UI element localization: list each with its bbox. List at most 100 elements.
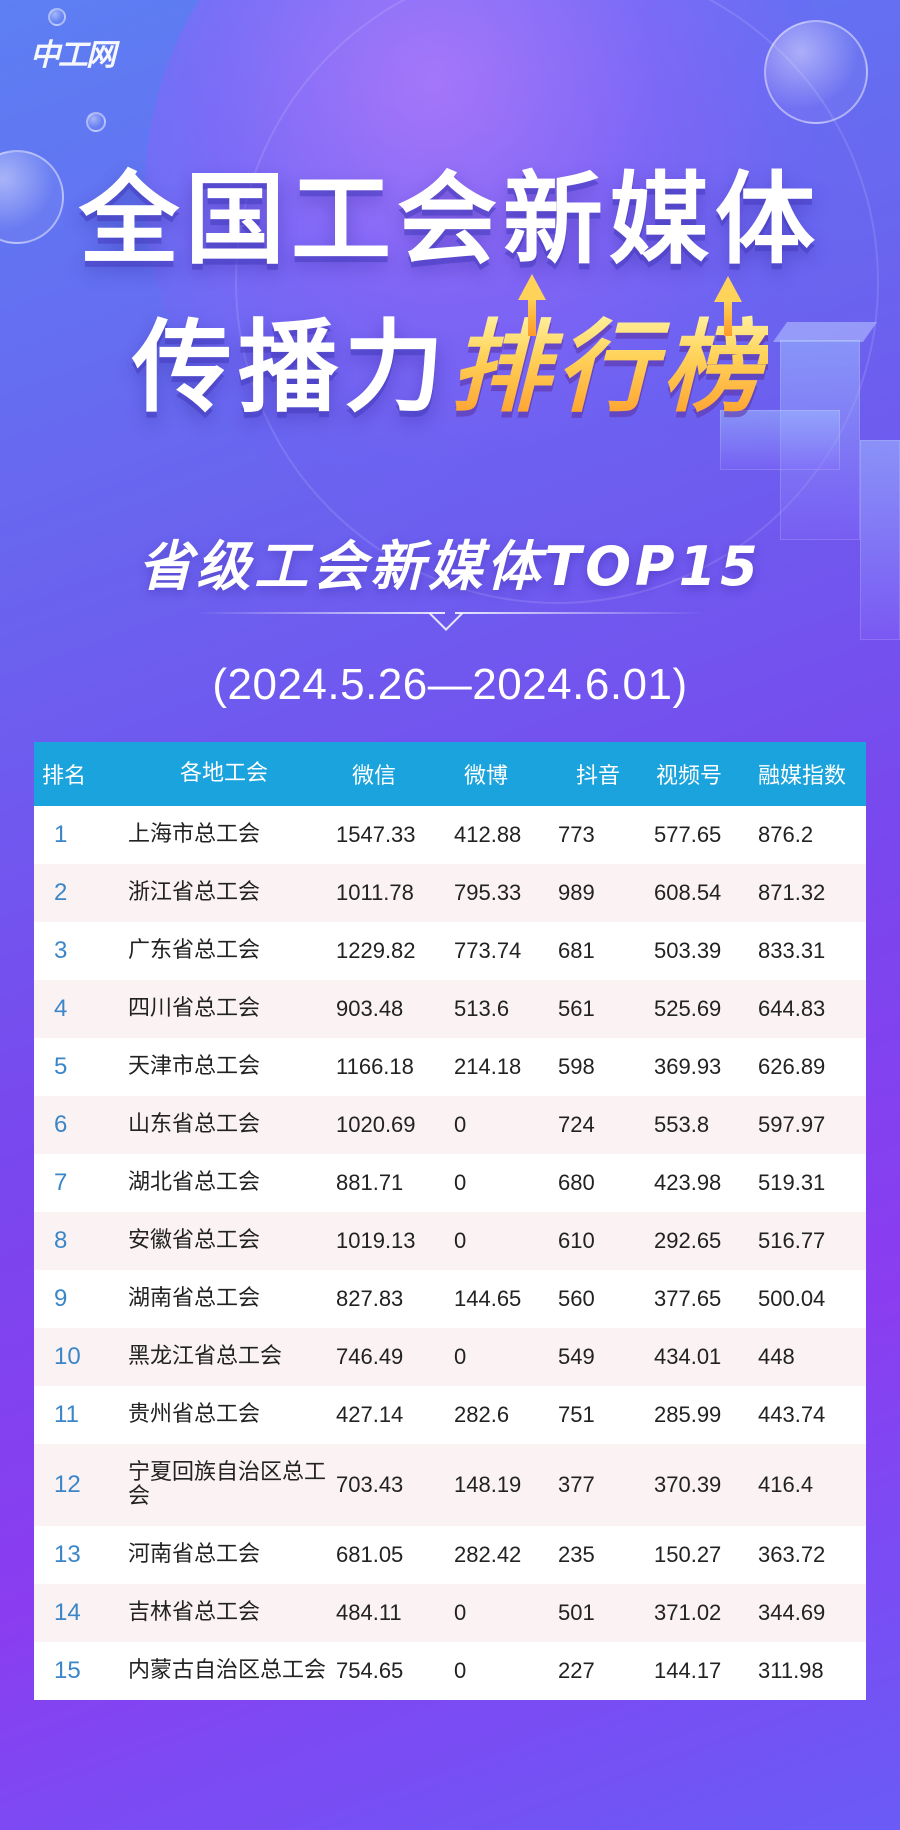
weixin-cell: 484.11 bbox=[336, 1600, 402, 1625]
table-row: 2 浙江省总工会 1011.78 795.33 989 608.54 871.32 bbox=[34, 864, 866, 922]
weibo-cell: 282.6 bbox=[454, 1402, 510, 1427]
weibo-cell: 412.88 bbox=[454, 822, 522, 847]
douyin-cell: 610 bbox=[558, 1228, 595, 1253]
weixin-cell: 1166.18 bbox=[336, 1054, 414, 1079]
index-cell: 363.72 bbox=[758, 1542, 826, 1567]
index-cell: 626.89 bbox=[758, 1054, 826, 1079]
shipinhao-cell: 292.65 bbox=[654, 1228, 722, 1253]
table-row: 15 内蒙古自治区总工会 754.65 0 227 144.17 311.98 bbox=[34, 1642, 866, 1700]
weibo-cell: 0 bbox=[454, 1112, 467, 1137]
weixin-cell: 1019.13 bbox=[336, 1228, 416, 1253]
douyin-cell: 681 bbox=[558, 938, 595, 963]
main-title-highlight: 排行榜 bbox=[450, 309, 768, 426]
weixin-cell: 881.71 bbox=[336, 1170, 404, 1195]
shipinhao-cell: 377.65 bbox=[654, 1286, 722, 1311]
table-body: 1 上海市总工会 1547.33 412.88 773 577.65 876.2 2 浙江省总工… bbox=[34, 806, 866, 1700]
rank-cell: 14 bbox=[54, 1599, 81, 1626]
index-cell: 500.04 bbox=[758, 1286, 826, 1311]
douyin-cell: 501 bbox=[558, 1600, 595, 1625]
douyin-cell: 561 bbox=[558, 996, 595, 1021]
table-row: 12 宁夏回族自治区总工会 703.43 148.19 377 370.39 416.4 bbox=[34, 1444, 866, 1526]
weibo-cell: 0 bbox=[454, 1170, 467, 1195]
index-cell: 833.31 bbox=[758, 938, 826, 963]
union-name-cell: 河南省总工会 bbox=[128, 1542, 261, 1567]
weixin-cell: 903.48 bbox=[336, 996, 404, 1021]
weibo-cell: 0 bbox=[454, 1228, 467, 1253]
bubble-decoration bbox=[48, 8, 66, 26]
shipinhao-cell: 434.01 bbox=[654, 1344, 722, 1369]
shipinhao-cell: 144.17 bbox=[654, 1658, 722, 1683]
up-arrow-icon bbox=[714, 276, 742, 302]
shipinhao-cell: 503.39 bbox=[654, 938, 722, 963]
weixin-cell: 681.05 bbox=[336, 1542, 404, 1567]
weibo-cell: 214.18 bbox=[454, 1054, 522, 1079]
shipinhao-cell: 553.8 bbox=[654, 1112, 710, 1137]
union-name-cell: 广东省总工会 bbox=[128, 938, 261, 963]
header-weixin: 微信 bbox=[352, 764, 397, 789]
weibo-cell: 0 bbox=[454, 1600, 467, 1625]
section-subtitle: 省级工会新媒体TOP15 bbox=[138, 535, 762, 598]
weixin-cell: 427.14 bbox=[336, 1402, 404, 1427]
rank-cell: 4 bbox=[54, 995, 68, 1022]
shipinhao-cell: 577.65 bbox=[654, 822, 722, 847]
weibo-cell: 0 bbox=[454, 1344, 467, 1369]
rank-cell: 2 bbox=[54, 879, 68, 906]
shipinhao-cell: 370.39 bbox=[654, 1472, 722, 1497]
header-union: 各地工会 bbox=[180, 761, 269, 786]
union-name-cell: 内蒙古自治区总工会 bbox=[128, 1658, 327, 1683]
shipinhao-cell: 285.99 bbox=[654, 1402, 722, 1427]
table-row: 8 安徽省总工会 1019.13 0 610 292.65 516.77 bbox=[34, 1212, 866, 1270]
header-shipinhao: 视频号 bbox=[656, 764, 723, 789]
douyin-cell: 377 bbox=[558, 1472, 595, 1497]
shipinhao-cell: 371.02 bbox=[654, 1600, 722, 1625]
arrow-stem-decoration bbox=[724, 300, 732, 336]
rank-cell: 9 bbox=[54, 1285, 68, 1312]
index-cell: 644.83 bbox=[758, 996, 826, 1021]
main-title-plain: 传播力 bbox=[132, 309, 450, 426]
douyin-cell: 227 bbox=[558, 1658, 595, 1683]
rank-cell: 15 bbox=[54, 1657, 81, 1684]
douyin-cell: 773 bbox=[558, 822, 595, 847]
arrow-stem-decoration bbox=[528, 296, 536, 336]
index-cell: 597.97 bbox=[758, 1112, 826, 1137]
rank-cell: 3 bbox=[54, 937, 68, 964]
union-name-cell: 湖南省总工会 bbox=[128, 1286, 261, 1311]
rank-cell: 13 bbox=[54, 1541, 81, 1568]
table-row: 9 湖南省总工会 827.83 144.65 560 377.65 500.04 bbox=[34, 1270, 866, 1328]
ranking-table: 排名 各地工会 微信 微博 抖音 视频号 融媒指数 1 上海市总工会 1547.33… bbox=[34, 742, 866, 1700]
union-name-cell: 安徽省总工会 bbox=[128, 1228, 261, 1253]
union-name-cell: 天津市总工会 bbox=[128, 1054, 261, 1079]
table-row: 11 贵州省总工会 427.14 282.6 751 285.99 443.74 bbox=[34, 1386, 866, 1444]
weibo-cell: 148.19 bbox=[454, 1472, 522, 1497]
header-weibo: 微博 bbox=[464, 764, 509, 789]
cube-decoration bbox=[720, 410, 840, 470]
douyin-cell: 751 bbox=[558, 1402, 595, 1427]
rank-cell: 1 bbox=[54, 821, 68, 848]
douyin-cell: 235 bbox=[558, 1542, 595, 1567]
bubble-decoration bbox=[86, 112, 106, 132]
index-cell: 311.98 bbox=[758, 1658, 824, 1683]
rank-cell: 5 bbox=[54, 1053, 68, 1080]
weixin-cell: 746.49 bbox=[336, 1344, 404, 1369]
site-logo: 中工网 bbox=[30, 38, 116, 73]
table-row: 5 天津市总工会 1166.18 214.18 598 369.93 626.89 bbox=[34, 1038, 866, 1096]
index-cell: 448 bbox=[758, 1344, 795, 1369]
divider-right bbox=[455, 612, 705, 614]
divider-left bbox=[195, 612, 445, 614]
cube-decoration bbox=[860, 440, 900, 640]
union-name-cell: 贵州省总工会 bbox=[128, 1402, 261, 1427]
bubble-decoration bbox=[764, 20, 868, 124]
union-name-cell: 浙江省总工会 bbox=[128, 880, 261, 905]
union-name-cell: 吉林省总工会 bbox=[128, 1600, 261, 1625]
weixin-cell: 1547.33 bbox=[336, 822, 416, 847]
table-row: 3 广东省总工会 1229.82 773.74 681 503.39 833.31 bbox=[34, 922, 866, 980]
union-name-cell: 湖北省总工会 bbox=[128, 1170, 261, 1195]
rank-cell: 12 bbox=[54, 1471, 81, 1498]
weibo-cell: 795.33 bbox=[454, 880, 522, 905]
douyin-cell: 598 bbox=[558, 1054, 595, 1079]
douyin-cell: 724 bbox=[558, 1112, 595, 1137]
weibo-cell: 282.42 bbox=[454, 1542, 522, 1567]
douyin-cell: 680 bbox=[558, 1170, 595, 1195]
union-name-cell: 黑龙江省总工会 bbox=[128, 1344, 283, 1369]
